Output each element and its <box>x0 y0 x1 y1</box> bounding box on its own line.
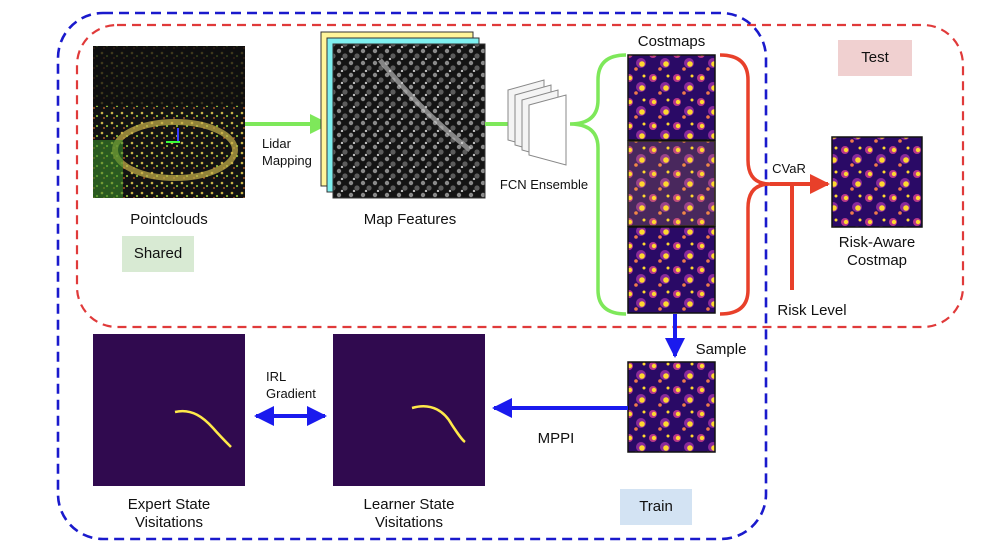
risk-aware-costmap-label-line2: Costmap <box>846 252 908 269</box>
expert-visitations-label-line2: Visitations <box>134 514 204 531</box>
fcn-ensemble-icon <box>507 79 567 166</box>
risk-aware-costmap-image <box>831 136 923 228</box>
train-tag: Train <box>620 489 692 525</box>
lidar-mapping-label-line1: Lidar <box>262 136 291 151</box>
irl-gradient-label-line2: Gradient <box>266 386 316 401</box>
mppi-label: MPPI <box>537 430 575 447</box>
risk-aware-costmap-label-line1: Risk-Aware <box>838 234 916 251</box>
cvar-label: CVaR <box>772 161 806 176</box>
learner-visitations-label-line2: Visitations <box>374 514 444 531</box>
pointcloud-image <box>93 46 245 198</box>
costmap-brace <box>569 53 627 316</box>
costmap-2 <box>627 140 716 227</box>
expert-visitation-image <box>93 334 245 486</box>
test-region-boundary <box>75 23 965 329</box>
learner-visitation-image <box>333 334 485 486</box>
costmap-1 <box>627 54 716 141</box>
map-features-label: Map Features <box>363 211 457 228</box>
fcn-ensemble-label: FCN Ensemble <box>499 177 589 192</box>
map-features-stack <box>320 31 486 199</box>
sample-label: Sample <box>695 341 747 358</box>
expert-visitations-label-line1: Expert State <box>127 496 211 513</box>
costmaps-label: Costmaps <box>637 33 706 50</box>
pointclouds-label: Pointclouds <box>130 211 208 228</box>
lidar-mapping-label-line2: Mapping <box>262 153 312 168</box>
costmap-3 <box>627 226 716 314</box>
irl-gradient-label-line1: IRL <box>266 369 287 384</box>
risk-level-label: Risk Level <box>777 302 847 319</box>
test-tag: Test <box>838 40 912 76</box>
cvar-brace <box>719 53 771 316</box>
shared-tag: Shared <box>122 236 194 272</box>
sampled-costmap <box>627 361 716 453</box>
train-region-boundary <box>56 11 768 541</box>
learner-visitations-label-line1: Learner State <box>363 496 455 513</box>
